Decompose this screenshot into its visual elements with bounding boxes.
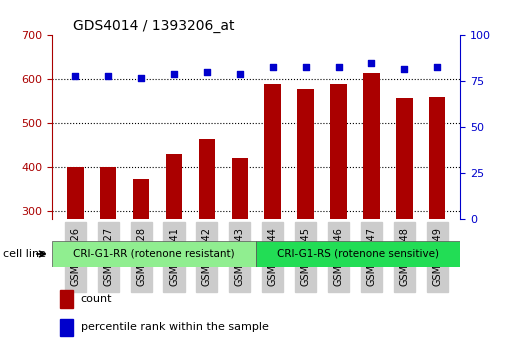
Bar: [331, 85, 347, 219]
Bar: [429, 97, 446, 219]
Point: [203, 69, 211, 75]
Text: CRI-G1-RR (rotenone resistant): CRI-G1-RR (rotenone resistant): [73, 249, 235, 259]
Bar: [166, 154, 182, 219]
Point: [433, 64, 441, 69]
Point: [367, 60, 376, 66]
Bar: [363, 73, 380, 219]
Bar: [133, 179, 150, 219]
Bar: [100, 167, 117, 219]
FancyBboxPatch shape: [52, 241, 256, 267]
Point: [137, 75, 145, 81]
Point: [268, 64, 277, 69]
Bar: [61, 319, 73, 336]
Bar: [61, 290, 73, 308]
Bar: [67, 167, 84, 219]
FancyBboxPatch shape: [256, 241, 460, 267]
Text: GDS4014 / 1393206_at: GDS4014 / 1393206_at: [73, 19, 234, 33]
Point: [236, 71, 244, 77]
Bar: [232, 158, 248, 219]
Point: [170, 71, 178, 77]
Bar: [298, 89, 314, 219]
Text: cell line: cell line: [3, 249, 46, 259]
Bar: [396, 98, 413, 219]
Point: [400, 66, 408, 72]
Text: CRI-G1-RS (rotenone sensitive): CRI-G1-RS (rotenone sensitive): [277, 249, 439, 259]
Text: percentile rank within the sample: percentile rank within the sample: [81, 322, 269, 332]
Text: count: count: [81, 295, 112, 304]
Bar: [199, 139, 215, 219]
Point: [71, 73, 79, 79]
Point: [104, 73, 112, 79]
Bar: [265, 85, 281, 219]
Point: [334, 64, 343, 69]
Point: [301, 64, 310, 69]
